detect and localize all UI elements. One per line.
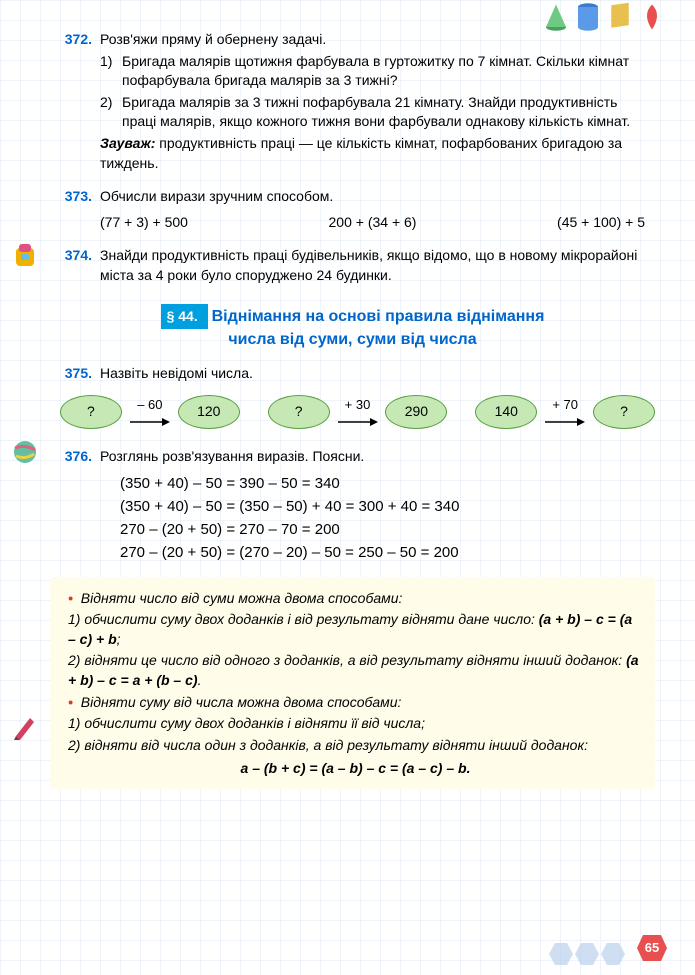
rule-line: 2) відняти від числа один з доданків, а … — [68, 736, 643, 756]
task-375: 375. Назвіть невідомі числа. — [50, 364, 655, 384]
chain-oval: ? — [593, 395, 655, 429]
rules-box: • Відняти число від суми можна двома спо… — [50, 577, 655, 789]
arrow-label: + 30 — [345, 396, 371, 414]
rule-text: відняти від числа один з доданків, а від… — [80, 737, 588, 753]
chain-arrow: + 70 — [541, 396, 589, 428]
rule-text: Відняти суму від числа — [81, 694, 234, 710]
rule-line: 1) обчислити суму двох доданків і від ре… — [68, 610, 643, 649]
subtask-1: 1) Бригада малярів щотижня фарбувала в г… — [100, 52, 655, 91]
expression: (77 + 3) + 500 — [100, 213, 188, 233]
task-372: 372. Розв'яжи пряму й обернену задачі. 1… — [50, 30, 655, 173]
section-number: § 44. — [161, 304, 208, 330]
decorative-hexagons — [549, 943, 625, 965]
number-chain: ? – 60 120 ? + 30 290 140 + 70 ? — [50, 395, 655, 429]
chain-oval: ? — [60, 395, 122, 429]
subtask-text: Бригада малярів за 3 тижні пофарбувала 2… — [122, 93, 655, 132]
task-number: 372. — [50, 30, 92, 173]
rule-text: Відняти число від суми — [81, 590, 235, 606]
solution-line: 270 – (20 + 50) = (270 – 20) – 50 = 250 … — [120, 542, 655, 563]
decorative-shapes — [543, 2, 665, 32]
task-number: 376. — [50, 447, 92, 467]
task-body: Назвіть невідомі числа. — [100, 364, 655, 384]
subtask-text: Бригада малярів щотижня фарбувала в гурт… — [122, 52, 655, 91]
task-body: Розглянь розв'язування виразів. Поясни. — [100, 447, 655, 467]
bullet-icon: • — [68, 694, 73, 710]
globe-icon — [10, 438, 40, 470]
expression: 200 + (34 + 6) — [329, 213, 417, 233]
rule-line: 1) обчислити суму двох доданків і віднят… — [68, 714, 643, 734]
note-text: продуктивність праці — це кількість кімн… — [100, 135, 622, 171]
section-header: § 44. Віднімання на основі правила відні… — [50, 304, 655, 352]
rule-text: обчислити суму двох доданків і від резул… — [80, 611, 538, 627]
pen-icon — [10, 712, 38, 742]
subtask-num: 1) — [100, 52, 122, 91]
rule-text: можна двома способами: — [234, 590, 402, 606]
rule-num: 1) — [68, 611, 80, 627]
rule-text: можна двома способами: — [233, 694, 401, 710]
rule-num: 2) — [68, 737, 80, 753]
task-body: Розв'яжи пряму й обернену задачі. 1) Бри… — [100, 30, 655, 173]
rule-line: 2) відняти це число від одного з доданкі… — [68, 651, 643, 690]
rule-text: відняти це число від одного з доданків, … — [80, 652, 626, 668]
rule-line: • Відняти суму від числа можна двома спо… — [68, 693, 643, 713]
rule-text: обчислити суму двох доданків і відняти ї… — [80, 715, 425, 731]
subtask-num: 2) — [100, 93, 122, 132]
expression-row: (77 + 3) + 500 200 + (34 + 6) (45 + 100)… — [100, 213, 655, 233]
section-title: Віднімання на основі правила віднімання — [212, 308, 545, 325]
solution-line: 270 – (20 + 50) = 270 – 70 = 200 — [120, 519, 655, 540]
section-title: числа від суми, суми від числа — [228, 331, 476, 348]
task-number: 375. — [50, 364, 92, 384]
backpack-icon — [10, 238, 40, 270]
rule-num: 2) — [68, 652, 80, 668]
bullet-icon: • — [68, 590, 73, 606]
rule-line: • Відняти число від суми можна двома спо… — [68, 589, 643, 609]
task-text: Обчисли вирази зручним способом. — [100, 187, 655, 207]
task-body: Знайди продуктивність праці будівельникі… — [100, 246, 655, 285]
expression: (45 + 100) + 5 — [557, 213, 645, 233]
task-body: Обчисли вирази зручним способом. (77 + 3… — [100, 187, 655, 232]
solution-block: (350 + 40) – 50 = 390 – 50 = 340 (350 + … — [50, 473, 655, 563]
task-374: 374. Знайди продуктивність праці будівел… — [50, 246, 655, 285]
solution-line: (350 + 40) – 50 = 390 – 50 = 340 — [120, 473, 655, 494]
chain-oval: 120 — [178, 395, 240, 429]
task-intro: Розв'яжи пряму й обернену задачі. — [100, 30, 655, 50]
subtask-2: 2) Бригада малярів за 3 тижні пофарбувал… — [100, 93, 655, 132]
chain-arrow: + 30 — [334, 396, 382, 428]
rule-num: 1) — [68, 715, 80, 731]
chain-oval: ? — [268, 395, 330, 429]
task-373: 373. Обчисли вирази зручним способом. (7… — [50, 187, 655, 232]
note-label: Зауваж: — [100, 135, 155, 151]
chain-arrow: – 60 — [126, 396, 174, 428]
solution-line: (350 + 40) – 50 = (350 – 50) + 40 = 300 … — [120, 496, 655, 517]
task-number: 373. — [50, 187, 92, 232]
task-376: 376. Розглянь розв'язування виразів. Поя… — [50, 447, 655, 467]
page-number: 65 — [637, 935, 667, 961]
chain-oval: 140 — [475, 395, 537, 429]
rule-formula-center: a – (b + c) = (a – b) – c = (a – c) – b. — [68, 759, 643, 779]
note: Зауваж: продуктивність праці — це кількі… — [100, 134, 655, 173]
arrow-label: – 60 — [137, 396, 162, 414]
task-number: 374. — [50, 246, 92, 285]
arrow-label: + 70 — [552, 396, 578, 414]
chain-oval: 290 — [385, 395, 447, 429]
